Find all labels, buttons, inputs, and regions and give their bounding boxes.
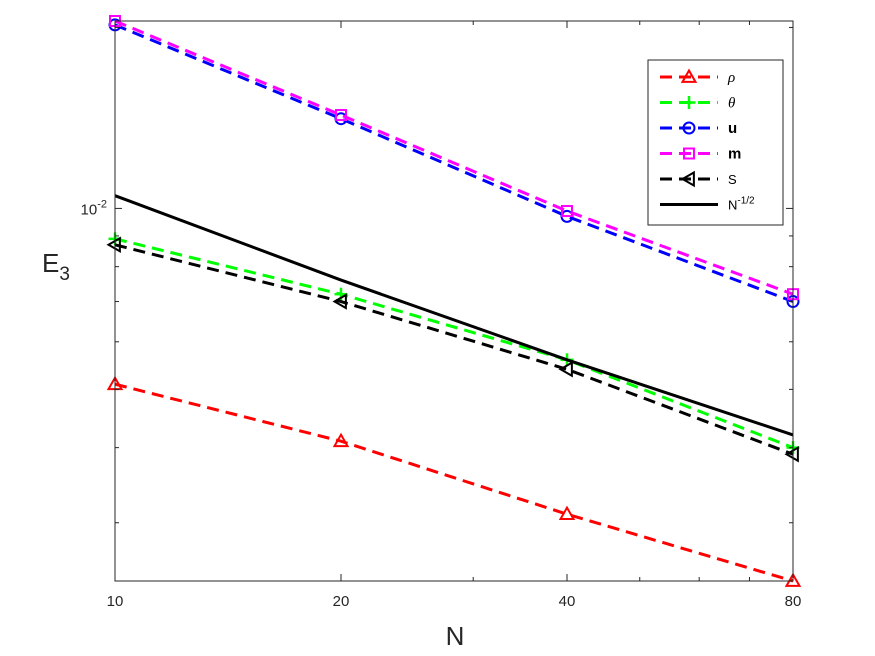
x-tick-label: 40: [559, 593, 576, 610]
legend-label-text: S: [728, 172, 737, 187]
legend-label: S: [728, 172, 737, 187]
y-tick-label-exponent: -2: [97, 198, 107, 210]
x-axis-label: N: [446, 621, 465, 651]
data-point: [332, 293, 347, 310]
legend-label-text: θ: [728, 96, 736, 112]
legend-label: ρ: [727, 70, 735, 86]
x-tick-label: 20: [333, 593, 350, 610]
series-line: [114, 23, 794, 303]
legend-label: u: [728, 120, 737, 137]
data-point: [558, 505, 576, 521]
legend-marker: [683, 147, 695, 160]
legend-label-text: m: [728, 146, 741, 163]
data-point: [784, 446, 799, 463]
legend-item: θ: [660, 96, 736, 112]
data-point: [332, 432, 350, 448]
series-line: [114, 194, 794, 437]
y-axis-label-subscript: 3: [59, 264, 70, 285]
x-tick-label: 10: [107, 593, 124, 610]
legend-item: m: [660, 146, 741, 163]
legend-marker: [680, 170, 695, 188]
legend-label: m: [728, 146, 741, 163]
legend-label-text: ρ: [727, 70, 735, 86]
legend-item: S: [660, 170, 737, 188]
series-line: [114, 19, 794, 296]
legend-label-text: u: [728, 120, 737, 137]
series-line: [114, 237, 794, 450]
legend-marker: [680, 68, 698, 83]
legend-marker: [682, 96, 696, 109]
series-line: [114, 382, 794, 583]
axes-box: [114, 20, 794, 582]
series-line: [114, 243, 794, 456]
legend-label: N-1/2: [728, 196, 755, 213]
x-tick-label: 80: [785, 593, 802, 610]
data-point: [106, 236, 121, 253]
data-point: [558, 361, 573, 378]
legend-label-superscript: -1/2: [737, 196, 755, 207]
series-6: [114, 194, 794, 437]
data-point: [335, 109, 347, 122]
data-point: [784, 572, 802, 587]
y-axis-label-main: E: [42, 248, 59, 278]
legend-item: u: [660, 120, 737, 137]
y-tick-label-base: 10: [81, 201, 98, 218]
legend-label-text: N: [728, 198, 737, 213]
series-5: [106, 236, 799, 463]
legend-item: ρ: [660, 68, 735, 86]
legend-marker: [682, 121, 696, 135]
legend-box: [647, 59, 784, 226]
data-point: [561, 205, 573, 218]
y-tick-label: 10-2: [81, 198, 107, 218]
legend-item: N-1/2: [660, 196, 755, 213]
legend-label: θ: [728, 96, 736, 112]
series-layer: [106, 15, 802, 587]
series-1: [106, 375, 802, 587]
y-axis-label: E3: [42, 248, 70, 285]
